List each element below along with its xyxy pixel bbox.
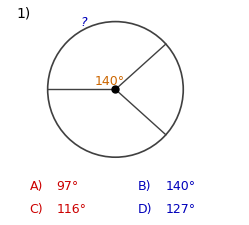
Text: 127°: 127°: [165, 202, 195, 215]
Text: 1): 1): [16, 7, 30, 21]
Text: ?: ?: [81, 16, 87, 29]
Text: 140°: 140°: [165, 179, 195, 192]
Text: A): A): [30, 179, 43, 192]
Text: B): B): [138, 179, 152, 192]
Text: 97°: 97°: [57, 179, 79, 192]
Text: 116°: 116°: [57, 202, 87, 215]
Text: 140°: 140°: [95, 74, 125, 88]
Text: C): C): [30, 202, 43, 215]
Text: D): D): [138, 202, 153, 215]
